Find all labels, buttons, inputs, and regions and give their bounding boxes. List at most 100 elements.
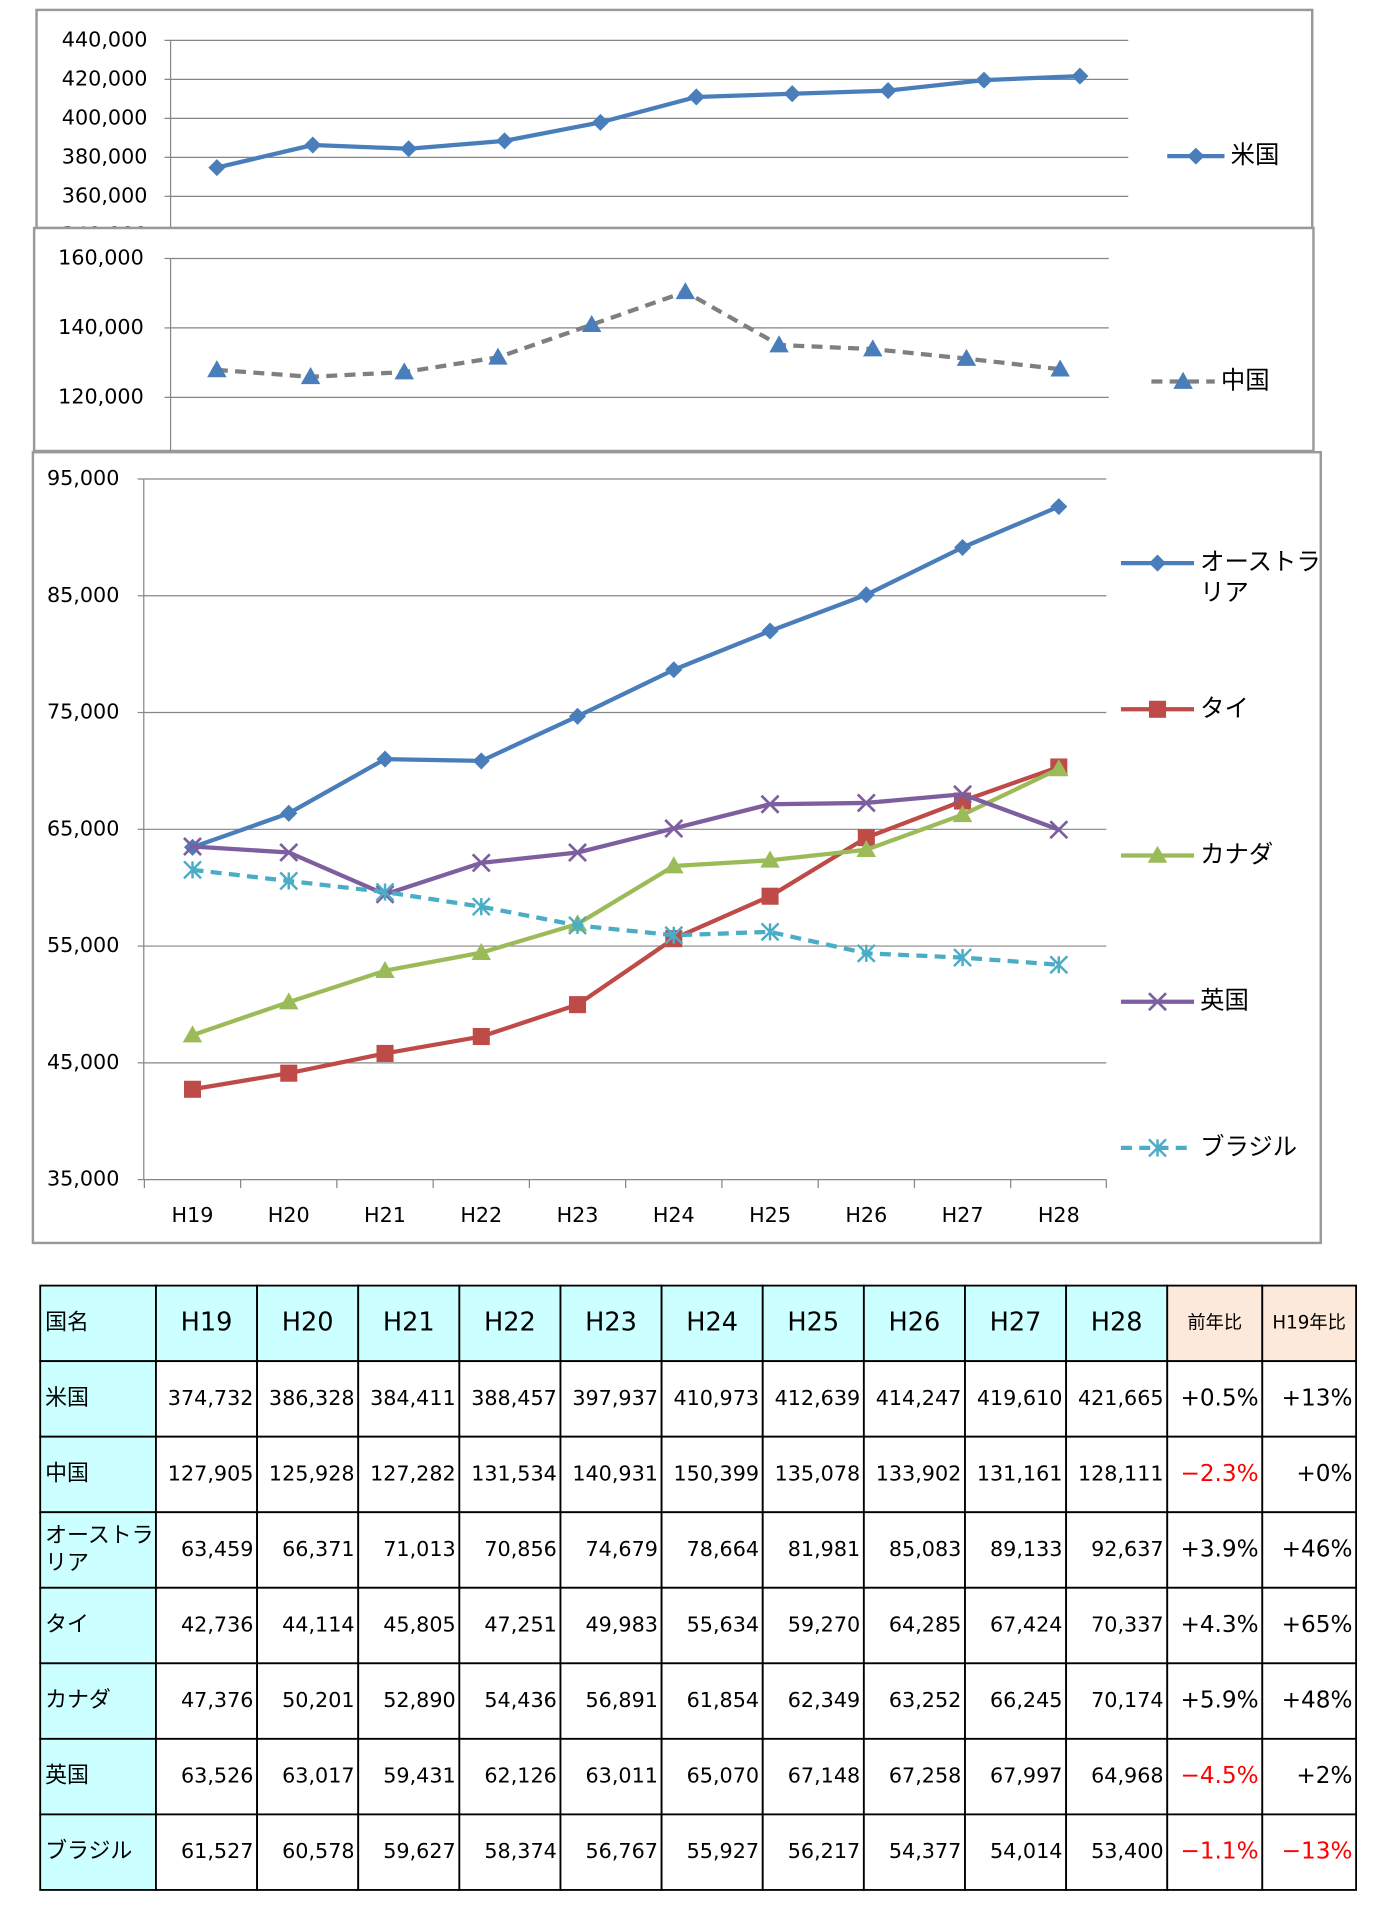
marker [1148,554,1167,572]
cell-text: 49,983 [585,1613,657,1637]
x-tick-label: H24 [653,1203,695,1227]
table-cell [964,1360,1068,1438]
marker [769,335,789,353]
cell-text: +0% [1296,1461,1352,1487]
table-cell [155,1737,259,1816]
y-tick-label: 65,000 [47,816,119,840]
table-cell [559,1435,663,1514]
y-tick-label: 55,000 [47,933,119,957]
cell-text: 388,457 [471,1386,557,1410]
marker [1173,371,1193,389]
table-cell [39,1435,157,1514]
cell-text: +65% [1282,1612,1353,1638]
header-cell [256,1284,360,1363]
table-cell [458,1511,562,1589]
header-cell [964,1284,1068,1363]
cell-text: ブラジル [45,1839,132,1864]
table-cell [1166,1435,1264,1514]
marker [472,752,490,770]
header-label: H23 [585,1307,637,1337]
cell-text: 59,431 [383,1764,455,1788]
cell-text: 67,148 [788,1764,860,1788]
plot: 340,000 360,000 380,000 400,000 420,000 440,0… [62,27,1129,246]
y-tick-label: 340,000 [62,222,148,246]
header-cell [660,1284,764,1363]
marker [279,842,299,862]
marker [857,586,875,604]
cell-text: 58,374 [484,1839,556,1863]
table-cell [862,1737,966,1816]
cell-text: 135,078 [775,1461,861,1485]
marker [1049,759,1069,777]
marker [1148,992,1167,1012]
marker [863,339,883,357]
cell-text: 374,732 [168,1386,254,1410]
cell-text: 54,436 [484,1688,556,1712]
cell-text: +48% [1282,1688,1353,1714]
header-cell [559,1284,663,1363]
marker [183,860,202,880]
header-label: 前年比 [1187,1312,1242,1333]
marker [488,347,508,365]
y-tick-label: 75,000 [47,700,119,724]
cell-text: 63,017 [282,1764,354,1788]
cell-text: 81,981 [788,1537,860,1561]
table-cell [660,1813,764,1891]
marker [760,922,780,942]
table-cell [660,1435,764,1514]
table-cell [660,1662,764,1740]
legend-label: ブラジル [1200,1132,1297,1161]
table-cell [964,1737,1068,1816]
cell-text: 56,891 [585,1688,657,1712]
cell-text: 61,854 [687,1688,759,1712]
table-cell [1166,1737,1264,1816]
marker [376,750,394,768]
cell-text: 412,639 [775,1386,861,1410]
y-tick-label: 360,000 [62,183,148,207]
header-label: H27 [990,1307,1042,1337]
marker [279,992,299,1010]
table-cell [357,1662,461,1740]
cell-text: 62,349 [788,1688,860,1712]
header-label: H19 [181,1307,233,1337]
cell-text: 419,610 [977,1386,1063,1410]
cell-text: 中国 [45,1461,89,1486]
cell-text: 45,805 [383,1613,455,1637]
y-tick-label: 420,000 [62,66,148,90]
table-cell [761,1435,865,1514]
header-cell [458,1284,562,1363]
series-line [192,792,1060,897]
marker [956,348,977,366]
cell-text: −4.5% [1180,1763,1258,1789]
table-cell [1261,1813,1358,1891]
table-cell [1261,1435,1358,1514]
table-cell [964,1586,1068,1665]
table-cell [1166,1511,1264,1589]
header-label: H21 [383,1307,435,1337]
cell-text: 386,328 [269,1386,355,1410]
table-cell [660,1586,764,1665]
cell-text: 414,247 [876,1386,962,1410]
marker [581,314,602,332]
marker [300,367,321,385]
marker [761,622,779,640]
cell-text: +3.9% [1180,1536,1258,1562]
marker [1050,359,1070,377]
marker [472,1028,490,1046]
marker [471,897,491,917]
table-cell [559,1813,663,1891]
cell-text: 127,905 [168,1461,254,1485]
table-cell [1261,1737,1358,1816]
cell-text: 59,627 [383,1839,455,1863]
table-cell [1065,1586,1169,1665]
chart-panel [32,226,1315,453]
cell-text: 410,973 [673,1386,759,1410]
table-cell [761,1586,865,1665]
cell-text: +46% [1282,1536,1353,1562]
marker [952,805,973,823]
cell-text: 65,070 [687,1764,759,1788]
legend-label: カナダ [1200,839,1273,868]
marker [569,996,587,1014]
table-cell [357,1586,461,1665]
